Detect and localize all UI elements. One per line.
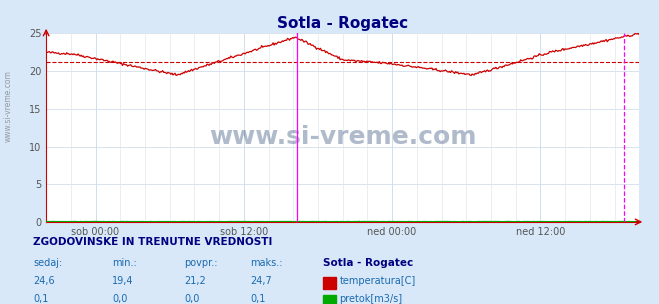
Text: ZGODOVINSKE IN TRENUTNE VREDNOSTI: ZGODOVINSKE IN TRENUTNE VREDNOSTI <box>33 237 272 247</box>
Text: 0,0: 0,0 <box>112 295 127 304</box>
Text: www.si-vreme.com: www.si-vreme.com <box>209 125 476 149</box>
Text: 24,6: 24,6 <box>33 276 55 286</box>
Text: temperatura[C]: temperatura[C] <box>339 276 416 286</box>
Text: pretok[m3/s]: pretok[m3/s] <box>339 295 403 304</box>
Text: www.si-vreme.com: www.si-vreme.com <box>3 71 13 142</box>
Text: Sotla - Rogatec: Sotla - Rogatec <box>323 258 413 268</box>
Text: 0,0: 0,0 <box>185 295 200 304</box>
Text: 21,2: 21,2 <box>185 276 206 286</box>
Text: 24,7: 24,7 <box>250 276 272 286</box>
Text: sedaj:: sedaj: <box>33 258 62 268</box>
Text: 19,4: 19,4 <box>112 276 134 286</box>
Text: povpr.:: povpr.: <box>185 258 218 268</box>
Title: Sotla - Rogatec: Sotla - Rogatec <box>277 16 408 31</box>
Text: min.:: min.: <box>112 258 137 268</box>
Text: 0,1: 0,1 <box>33 295 48 304</box>
Text: maks.:: maks.: <box>250 258 283 268</box>
Text: 0,1: 0,1 <box>250 295 266 304</box>
